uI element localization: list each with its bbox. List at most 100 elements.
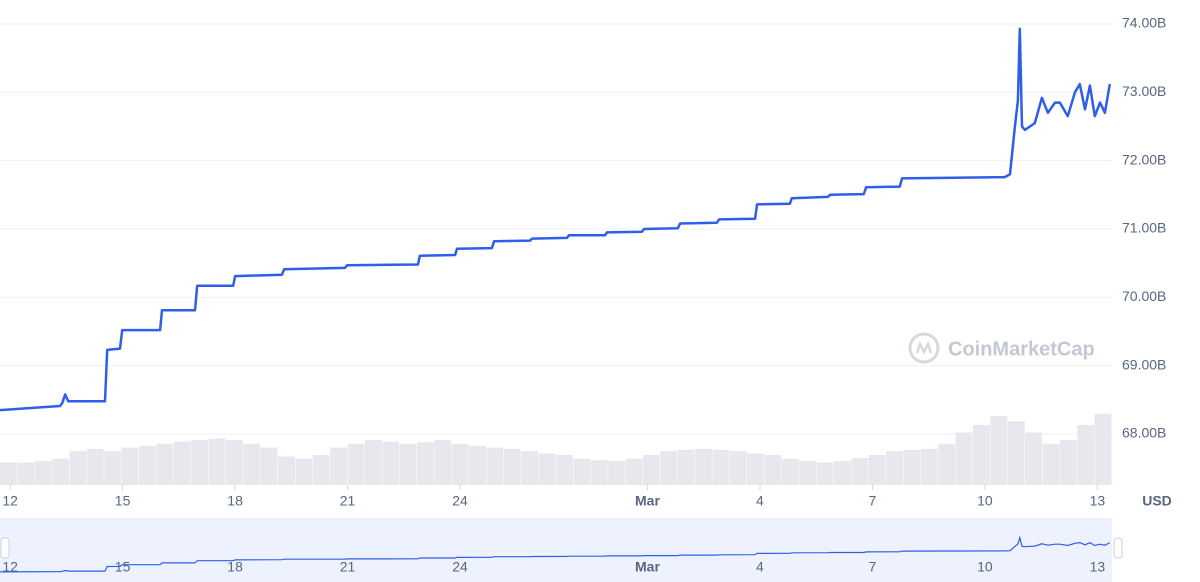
- volume-bar: [0, 462, 17, 485]
- volume-bar: [34, 461, 52, 485]
- x-tick-label: 13: [1090, 493, 1106, 509]
- y-tick-label: 72.00B: [1122, 151, 1166, 167]
- x-tick-label: 12: [2, 493, 18, 509]
- volume-bar: [312, 455, 330, 485]
- navigator-tick-label: 21: [340, 559, 356, 575]
- volume-bar: [278, 456, 295, 485]
- y-tick-label: 71.00B: [1122, 220, 1166, 236]
- y-tick-label: 74.00B: [1122, 15, 1166, 31]
- volume-bar: [469, 446, 486, 485]
- y-tick-label: 68.00B: [1122, 425, 1166, 441]
- volume-bar: [86, 449, 104, 485]
- volume-bar: [608, 461, 625, 485]
- volume-bar: [1059, 440, 1077, 485]
- currency-label: USD: [1142, 493, 1172, 509]
- volume-bar: [451, 443, 469, 485]
- navigator-tick-label: 15: [115, 559, 131, 575]
- volume-bar: [851, 458, 869, 485]
- volume-bar: [104, 451, 122, 485]
- x-tick-label: 7: [869, 493, 877, 509]
- x-tick-label: 4: [756, 493, 764, 509]
- volume-bar: [625, 458, 643, 485]
- volume-bar: [712, 449, 730, 485]
- volume-bar: [764, 455, 782, 485]
- volume-bar: [903, 449, 921, 485]
- x-tick-label: 21: [340, 493, 356, 509]
- volume-bar: [399, 443, 417, 485]
- volume-bar: [590, 460, 608, 485]
- y-tick-label: 70.00B: [1122, 288, 1166, 304]
- volume-bar: [886, 451, 903, 485]
- navigator-handle[interactable]: [1113, 537, 1123, 559]
- volume-bar: [799, 461, 817, 485]
- volume-bar: [973, 425, 990, 485]
- navigator[interactable]: [0, 518, 1112, 582]
- navigator-tick-label: Mar: [635, 559, 660, 575]
- volume-bar: [573, 458, 591, 485]
- volume-bar: [695, 449, 712, 485]
- volume-bar: [729, 451, 747, 485]
- volume-bar: [677, 449, 695, 485]
- volume-bar: [347, 443, 365, 485]
- volume-bar: [1007, 421, 1025, 485]
- volume-bar: [660, 451, 678, 485]
- x-tick-label: Mar: [635, 493, 660, 509]
- volume-bar: [243, 443, 261, 485]
- volume-bar: [139, 446, 156, 485]
- watermark-logo: [908, 332, 940, 364]
- navigator-tick-label: 13: [1090, 559, 1106, 575]
- x-tick-label: 24: [452, 493, 468, 509]
- navigator-tick-label: 24: [452, 559, 468, 575]
- volume-bar: [486, 447, 504, 485]
- volume-bar: [208, 438, 226, 485]
- volume-bar: [938, 443, 956, 485]
- volume-bar: [260, 447, 278, 485]
- x-tick-label: 15: [115, 493, 131, 509]
- volume-bar: [538, 453, 556, 485]
- navigator-tick-label: 10: [977, 559, 993, 575]
- volume-bar: [990, 416, 1008, 485]
- navigator-tick-label: 4: [756, 559, 764, 575]
- navigator-tick-label: 12: [2, 559, 18, 575]
- volume-bar: [17, 462, 35, 485]
- volume-bar: [364, 440, 382, 485]
- navigator-tick-label: 18: [227, 559, 243, 575]
- price-line: [0, 27, 1112, 412]
- volume-bar: [330, 447, 347, 485]
- volume-bar: [156, 443, 174, 485]
- volume-bar: [521, 451, 539, 485]
- volume-bar: [295, 458, 313, 485]
- x-tick-label: 18: [227, 493, 243, 509]
- volume-bar: [1042, 443, 1060, 485]
- volume-bar: [955, 432, 973, 485]
- y-tick-label: 73.00B: [1122, 83, 1166, 99]
- volume-bar: [1025, 432, 1042, 485]
- volume-bar: [642, 455, 660, 485]
- volume-bar: [747, 453, 764, 485]
- volume-bar: [69, 451, 87, 485]
- volume-bar: [781, 458, 799, 485]
- volume-bar: [1094, 413, 1112, 485]
- volume-bar: [503, 449, 521, 485]
- volume-bar: [556, 455, 573, 485]
- navigator-tick-label: 7: [869, 559, 877, 575]
- volume-bar: [382, 441, 400, 485]
- volume-bar: [52, 458, 69, 485]
- volume-bar: [191, 440, 208, 485]
- volume-bar: [868, 455, 886, 485]
- volume-bar: [121, 447, 139, 485]
- volume-bar: [225, 440, 243, 485]
- watermark: CoinMarketCap: [948, 338, 1095, 360]
- navigator-handle[interactable]: [0, 537, 10, 559]
- navigator-line: [0, 535, 1111, 573]
- y-tick-label: 69.00B: [1122, 356, 1166, 372]
- volume-bar: [434, 440, 452, 485]
- volume-bar: [816, 462, 834, 485]
- volume-bar: [417, 442, 434, 485]
- x-tick-label: 10: [977, 493, 993, 509]
- volume-bar: [834, 461, 851, 485]
- volume-bar: [920, 449, 938, 485]
- volume-bar: [173, 441, 191, 485]
- volume-bar: [1077, 425, 1095, 485]
